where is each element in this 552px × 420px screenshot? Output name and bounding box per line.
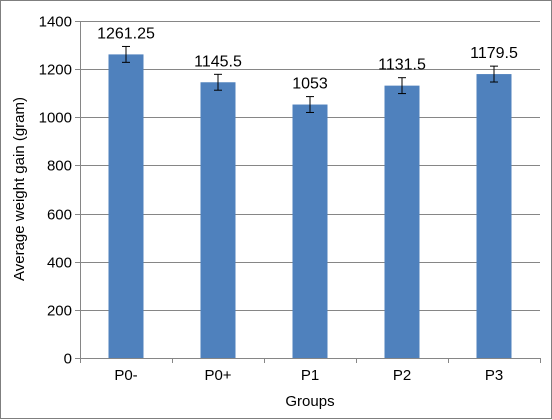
data-label: 1053 — [292, 76, 328, 93]
error-bar — [490, 65, 498, 83]
bars — [108, 54, 512, 359]
bar-p0 — [200, 82, 236, 359]
y-tick-label: 800 — [47, 158, 72, 175]
data-label: 1145.5 — [194, 53, 242, 70]
error-bar — [214, 73, 222, 91]
x-tick-label: P3 — [485, 367, 503, 384]
y-tick-label: 600 — [47, 207, 72, 224]
y-axis-title: Average weight gain (gram) — [11, 97, 28, 281]
y-tick-label: 200 — [47, 303, 72, 320]
error-bar — [398, 77, 406, 95]
tick-labels: 0 200 400 600 800 1000 1200 1400 P0- P0+ P1 P2 P3 — [39, 14, 504, 385]
data-label: 1261.25 — [97, 25, 155, 42]
x-tick-label: P0- — [114, 367, 137, 384]
axes — [75, 21, 541, 363]
x-tick-label: P1 — [301, 367, 319, 384]
bar-p2 — [384, 85, 420, 359]
y-tick-label: 0 — [64, 351, 72, 368]
bar-p1 — [292, 104, 328, 358]
bar-p0 — [108, 54, 144, 358]
data-label: 1131.5 — [378, 57, 426, 74]
data-labels: 1261.25 1145.5 1053 1131.5 1179.5 — [97, 25, 518, 92]
bar-p3 — [476, 74, 512, 358]
x-axis-title: Groups — [285, 393, 334, 410]
error-bar — [122, 45, 130, 63]
error-bar — [306, 96, 314, 113]
x-tick-label: P0+ — [204, 367, 231, 384]
y-tick-label: 400 — [47, 255, 72, 272]
x-tick-label: P2 — [393, 367, 411, 384]
y-tick-label: 1000 — [39, 110, 72, 127]
data-label: 1179.5 — [470, 45, 518, 62]
y-tick-label: 1200 — [39, 62, 72, 79]
y-tick-label: 1400 — [39, 14, 72, 31]
error-bars — [122, 45, 498, 113]
